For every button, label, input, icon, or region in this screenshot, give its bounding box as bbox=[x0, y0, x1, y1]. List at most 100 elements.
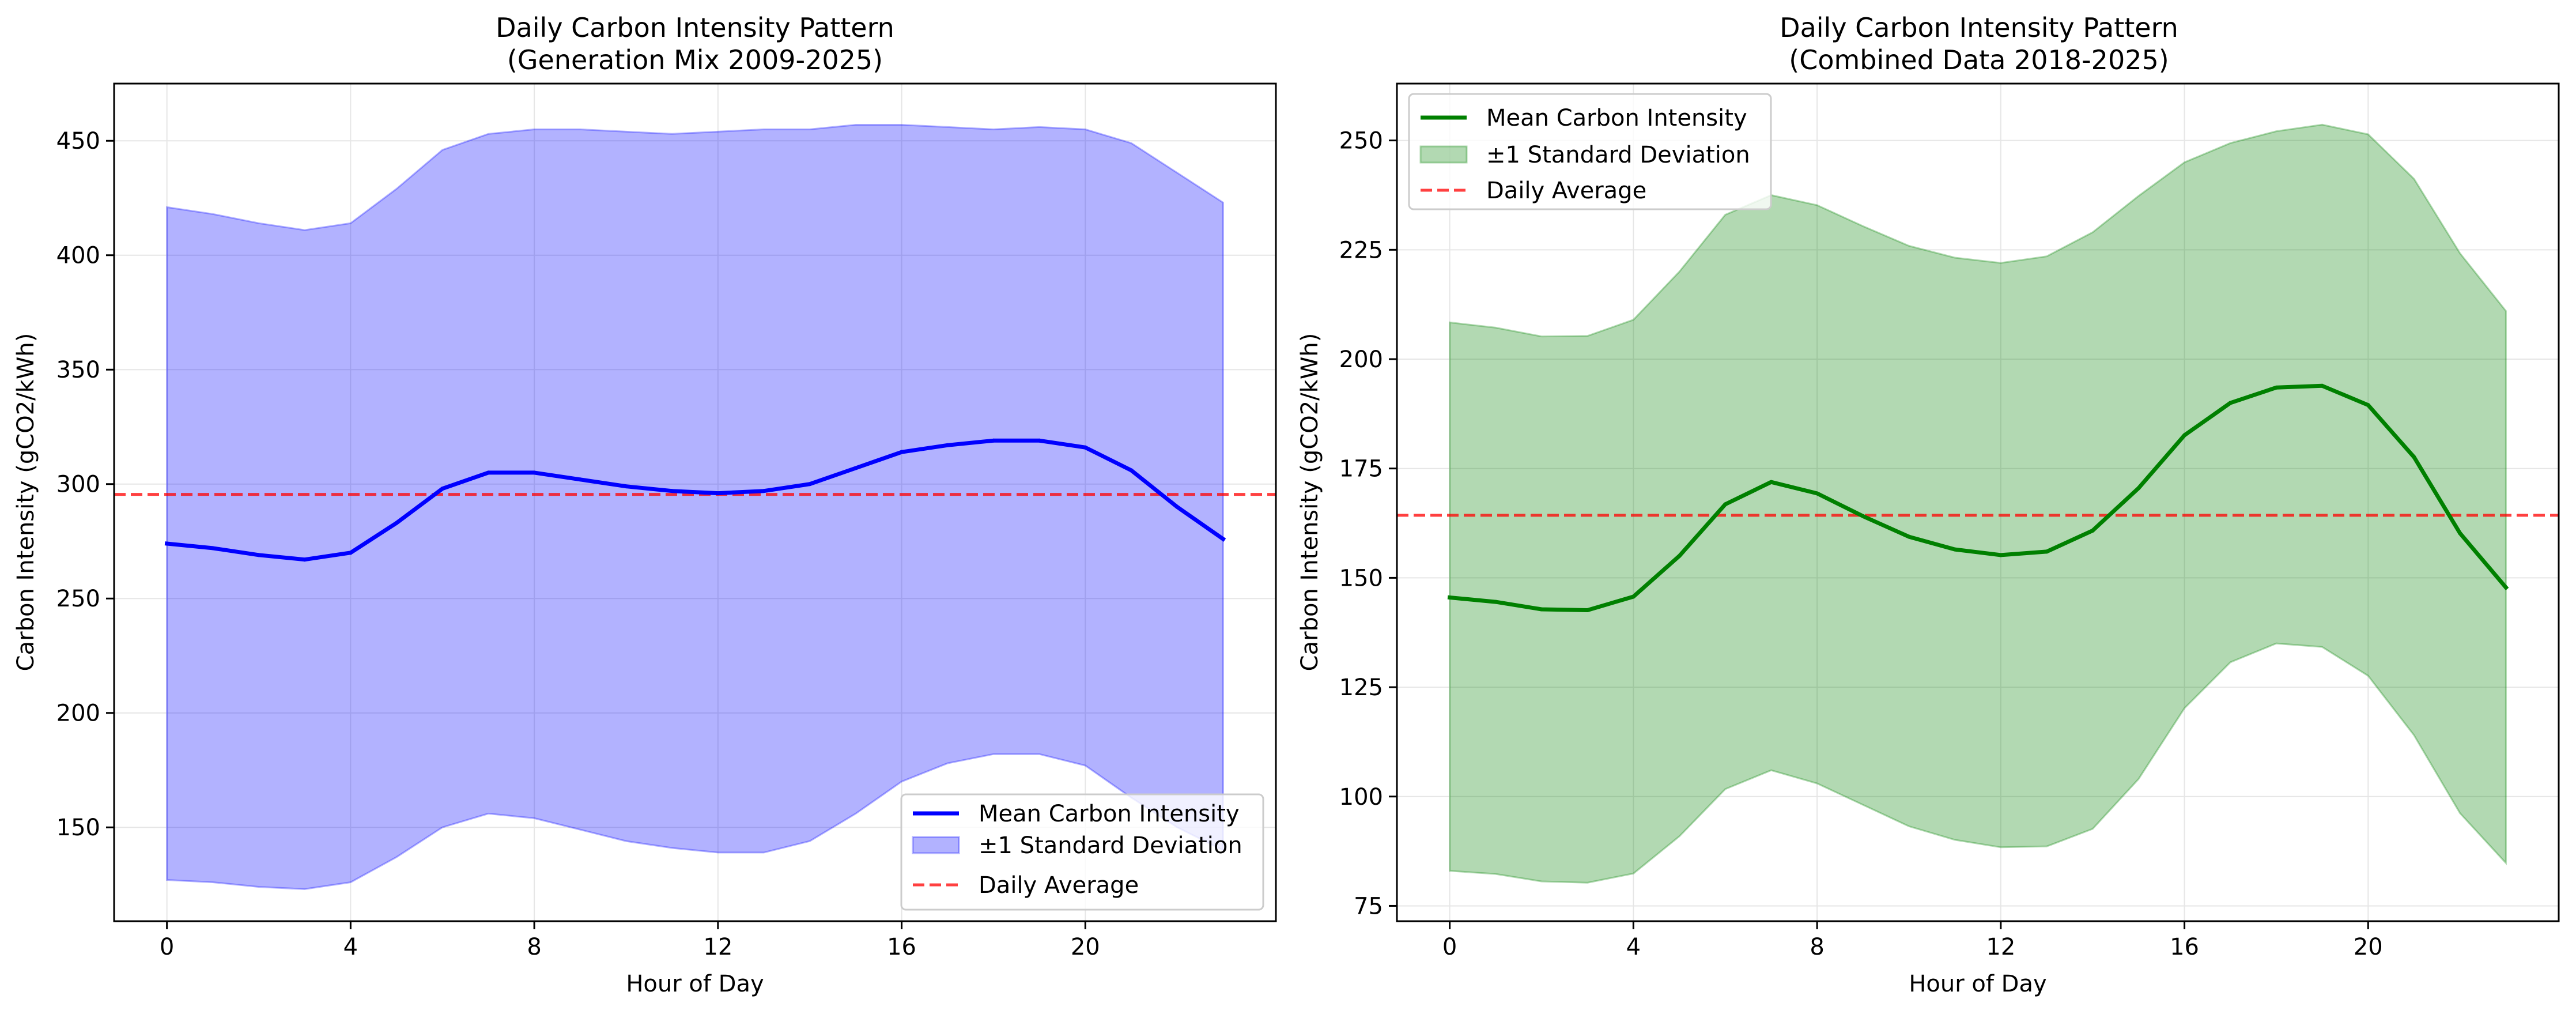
x-tick-label: 8 bbox=[527, 934, 541, 960]
chart-panel-generation-mix: Daily Carbon Intensity Pattern (Generati… bbox=[13, 12, 1277, 997]
x-axis-label: Hour of Day bbox=[626, 971, 764, 997]
mean-point bbox=[1769, 480, 1773, 484]
legend-box bbox=[1408, 93, 1772, 210]
mean-point bbox=[1539, 607, 1544, 612]
y-tick-label: 250 bbox=[56, 586, 100, 612]
x-tick-label: 0 bbox=[1442, 934, 1457, 960]
mean-point bbox=[2412, 455, 2416, 459]
mean-point bbox=[991, 438, 996, 443]
mean-point bbox=[578, 477, 583, 482]
legend-mean-label: Mean Carbon Intensity bbox=[1486, 105, 1747, 131]
mean-point bbox=[532, 470, 537, 475]
chart-subtitle: (Generation Mix 2009-2025) bbox=[507, 44, 883, 76]
chart-subtitle: (Combined Data 2018-2025) bbox=[1789, 44, 2169, 76]
mean-point bbox=[1999, 553, 2003, 557]
mean-point bbox=[1129, 468, 1134, 473]
mean-point bbox=[210, 546, 215, 551]
mean-point bbox=[762, 489, 766, 493]
mean-point bbox=[1952, 547, 1957, 552]
mean-point bbox=[1585, 608, 1590, 613]
legend-average-label: Daily Average bbox=[1486, 178, 1646, 204]
legend-average-label: Daily Average bbox=[979, 872, 1139, 899]
y-axis-label: Carbon Intensity (gCO2/kWh) bbox=[13, 333, 39, 672]
y-tick-label: 400 bbox=[56, 243, 100, 269]
y-tick-label: 200 bbox=[1339, 346, 1383, 373]
gridlines bbox=[114, 84, 1276, 921]
chart-title: Daily Carbon Intensity Pattern bbox=[496, 12, 894, 43]
mean-point bbox=[303, 557, 307, 562]
mean-point bbox=[900, 450, 904, 454]
y-tick-label: 225 bbox=[1339, 237, 1383, 263]
y-tick-label: 150 bbox=[56, 815, 100, 841]
legend-band-swatch bbox=[912, 836, 960, 854]
mean-point bbox=[1815, 491, 1819, 496]
gridlines bbox=[1397, 84, 2559, 921]
mean-point bbox=[670, 489, 674, 493]
mean-point bbox=[624, 484, 628, 489]
mean-point bbox=[440, 487, 445, 491]
x-tick-label: 20 bbox=[1071, 934, 1100, 960]
legend-band-label: ±1 Standard Deviation bbox=[979, 832, 1242, 859]
mean-point bbox=[2182, 433, 2187, 438]
legend-box bbox=[900, 793, 1264, 911]
std-deviation-band bbox=[1449, 123, 2507, 884]
legend-band-label: ±1 Standard Deviation bbox=[1486, 142, 1750, 168]
legend: Mean Carbon Intensity ±1 Standard Deviat… bbox=[1408, 93, 1772, 210]
x-axis-label: Hour of Day bbox=[1909, 971, 2046, 997]
x-tick-label: 16 bbox=[887, 934, 916, 960]
legend-mean-label: Mean Carbon Intensity bbox=[979, 801, 1240, 827]
mean-point bbox=[2458, 531, 2462, 536]
mean-intensity-line bbox=[1447, 383, 2509, 612]
mean-points bbox=[165, 438, 1225, 562]
mean-point bbox=[1723, 502, 1728, 507]
x-tick-label: 16 bbox=[2170, 934, 2199, 960]
y-tick-label: 175 bbox=[1339, 456, 1383, 483]
mean-point bbox=[1906, 534, 1911, 539]
legend: Mean Carbon Intensity ±1 Standard Deviat… bbox=[900, 793, 1264, 911]
y-tick-label: 100 bbox=[1339, 784, 1383, 811]
y-tick-label: 250 bbox=[1339, 128, 1383, 154]
y-tick-label: 200 bbox=[56, 700, 100, 727]
mean-point bbox=[716, 491, 720, 496]
mean-point bbox=[1083, 445, 1087, 450]
mean-point bbox=[1037, 438, 1042, 443]
mean-point bbox=[2228, 401, 2233, 405]
chart-panel-combined-data: Daily Carbon Intensity Pattern (Combined… bbox=[1297, 12, 2560, 997]
mean-points bbox=[1448, 383, 2508, 613]
y-tick-label: 125 bbox=[1339, 674, 1383, 701]
mean-point bbox=[853, 466, 858, 470]
y-tick-label: 75 bbox=[1354, 893, 1383, 919]
mean-point bbox=[2503, 585, 2508, 590]
x-axis: 0 4 8 12 16 20 bbox=[160, 921, 1100, 960]
plot-frame bbox=[1396, 82, 2560, 922]
x-tick-label: 12 bbox=[1986, 934, 2015, 960]
legend-band-swatch bbox=[1419, 145, 1468, 164]
mean-intensity-line bbox=[164, 438, 1226, 562]
x-tick-label: 8 bbox=[1810, 934, 1824, 960]
mean-point bbox=[256, 553, 261, 557]
mean-point bbox=[1493, 600, 1498, 604]
chart-title: Daily Carbon Intensity Pattern bbox=[1780, 12, 2178, 43]
y-axis-label: Carbon Intensity (gCO2/kWh) bbox=[1297, 333, 1323, 672]
y-axis: 150 200 250 300 350 400 450 bbox=[56, 128, 114, 841]
mean-point bbox=[1221, 537, 1225, 541]
x-tick-label: 20 bbox=[2354, 934, 2383, 960]
y-tick-label: 300 bbox=[56, 472, 100, 498]
y-tick-label: 450 bbox=[56, 128, 100, 154]
y-tick-label: 350 bbox=[56, 357, 100, 383]
mean-point bbox=[2090, 528, 2095, 533]
x-tick-label: 0 bbox=[160, 934, 174, 960]
x-tick-label: 4 bbox=[1626, 934, 1641, 960]
mean-point bbox=[2274, 385, 2279, 390]
mean-point bbox=[2045, 549, 2049, 554]
mean-point bbox=[2320, 383, 2325, 388]
mean-point bbox=[1631, 594, 1636, 599]
mean-point bbox=[1677, 553, 1682, 558]
x-axis: 0 4 8 12 16 20 bbox=[1442, 921, 2383, 960]
mean-point bbox=[807, 482, 812, 487]
x-tick-label: 4 bbox=[343, 934, 358, 960]
mean-point bbox=[348, 551, 353, 555]
mean-point bbox=[2366, 403, 2370, 408]
